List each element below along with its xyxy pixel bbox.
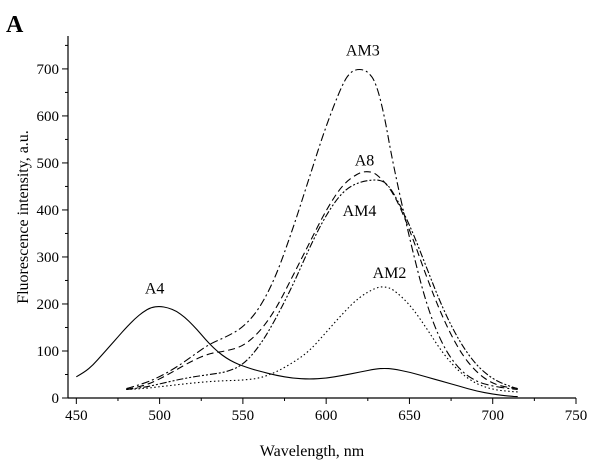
series-line-am3: [126, 68, 518, 391]
y-tick-label: 100: [37, 344, 60, 360]
panel-letter: A: [6, 12, 24, 38]
curve-label-am2: AM2: [373, 265, 407, 282]
y-tick-label: 700: [37, 62, 60, 78]
series-line-am4: [126, 179, 518, 391]
x-tick-label: 500: [148, 408, 171, 424]
x-tick-label: 750: [565, 408, 588, 424]
axes: 450 500 550 600 650 700 750 0 100 200 300 400 500 600…: [37, 36, 588, 424]
curve-labels: AM3 A8 AM4 AM2 A4: [145, 43, 407, 298]
x-tick-label: 450: [65, 408, 88, 424]
series-line-a4: [76, 306, 518, 398]
y-tick-label: 400: [37, 203, 60, 219]
y-tick-label: 500: [37, 156, 60, 172]
curve-label-am3: AM3: [346, 43, 380, 60]
y-tick-label: 0: [52, 391, 60, 407]
x-tick-label: 700: [481, 408, 504, 424]
x-tick-label: 650: [398, 408, 421, 424]
curve-label-a8: A8: [355, 152, 375, 169]
y-tick-label: 200: [37, 297, 60, 313]
series-layer: [76, 68, 518, 398]
x-axis-title: Wavelength, nm: [260, 443, 365, 460]
curve-label-am4: AM4: [343, 203, 377, 220]
y-tick-label: 300: [37, 250, 60, 266]
x-tick-label: 550: [232, 408, 255, 424]
series-line-am2: [126, 286, 518, 393]
y-axis-title: Fluorescence intensity, a.u.: [15, 130, 32, 304]
x-tick-label: 600: [315, 408, 338, 424]
y-tick-label: 600: [37, 109, 60, 125]
curve-label-a4: A4: [145, 281, 165, 298]
series-line-a8: [126, 171, 518, 391]
